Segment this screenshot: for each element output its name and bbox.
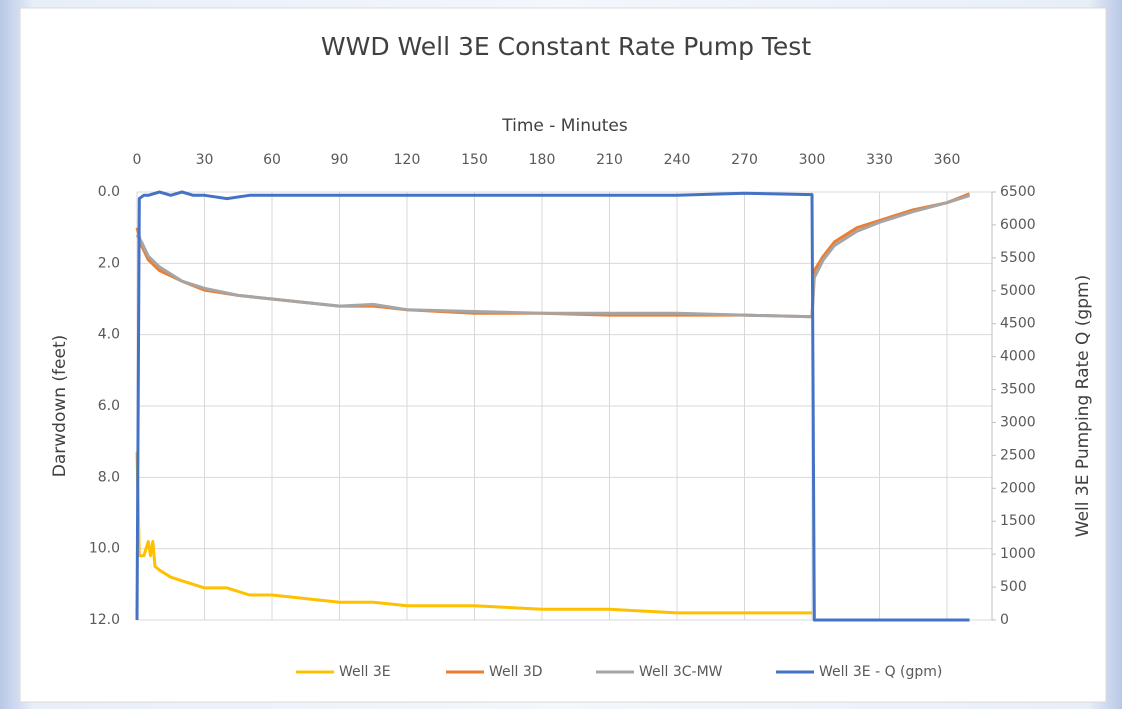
x-tick-label: 0 [133,152,142,168]
legend-label: Well 3E [339,664,391,680]
y-axis-title: Darwdown (feet) [50,335,70,478]
y-tick-label: 4.0 [98,327,120,343]
y2-tick-label: 2500 [1000,447,1036,463]
x-tick-label: 210 [596,152,623,168]
x-tick-label: 180 [529,152,556,168]
y-tick-label: 10.0 [89,541,120,557]
y2-tick-label: 500 [1000,579,1027,595]
grid: 0 30 60 90 120 150 180 210 240 270 300 330 360 0.0 2.0… [89,152,1036,628]
y2-tick-label: 2000 [1000,480,1036,496]
y-tick-label: 8.0 [98,469,120,485]
chart-title: WWD Well 3E Constant Rate Pump Test [321,32,811,61]
y-tick-label: 12.0 [89,612,120,628]
plot-lines [135,190,971,622]
y2-tick-label: 6500 [1000,184,1036,200]
x-tick-label: 330 [866,152,893,168]
x-tick-label: 120 [394,152,421,168]
y-tick-label: 2.0 [98,255,120,271]
y2-tick-label: 1500 [1000,513,1036,529]
x-tick-label: 240 [664,152,691,168]
x-tick-label: 90 [331,152,349,168]
y2-tick-label: 1000 [1000,546,1036,562]
chart-background [19,7,1107,703]
series-line [135,190,970,622]
x-axis-title: Time - Minutes [501,116,628,136]
y-tick-label: 6.0 [98,398,120,414]
x-tick-label: 300 [799,152,826,168]
y2-tick-label: 0 [1000,612,1009,628]
y-tick-label: 0.0 [98,184,120,200]
x-tick-label: 270 [731,152,758,168]
y2-tick-label: 5500 [1000,250,1036,266]
legend-label: Well 3D [489,664,543,680]
y2-axis-title: Well 3E Pumping Rate Q (gpm) [1073,275,1093,537]
legend-label: Well 3E - Q (gpm) [819,664,942,680]
x-tick-label: 60 [263,152,281,168]
series-line [135,452,812,615]
x-tick-label: 30 [196,152,214,168]
x-tick-label: 360 [934,152,961,168]
y2-tick-label: 6000 [1000,217,1036,233]
y2-tick-label: 3500 [1000,382,1036,398]
series-line [135,194,970,319]
y2-tick-label: 4500 [1000,316,1036,332]
y2-tick-label: 5000 [1000,283,1036,299]
legend-label: Well 3C-MW [639,664,723,680]
x-tick-label: 150 [461,152,488,168]
legend: Well 3E Well 3D Well 3C-MW Well 3E - Q (gpm… [296,664,942,680]
y2-tick-label: 4000 [1000,349,1036,365]
y2-tick-label: 3000 [1000,414,1036,430]
